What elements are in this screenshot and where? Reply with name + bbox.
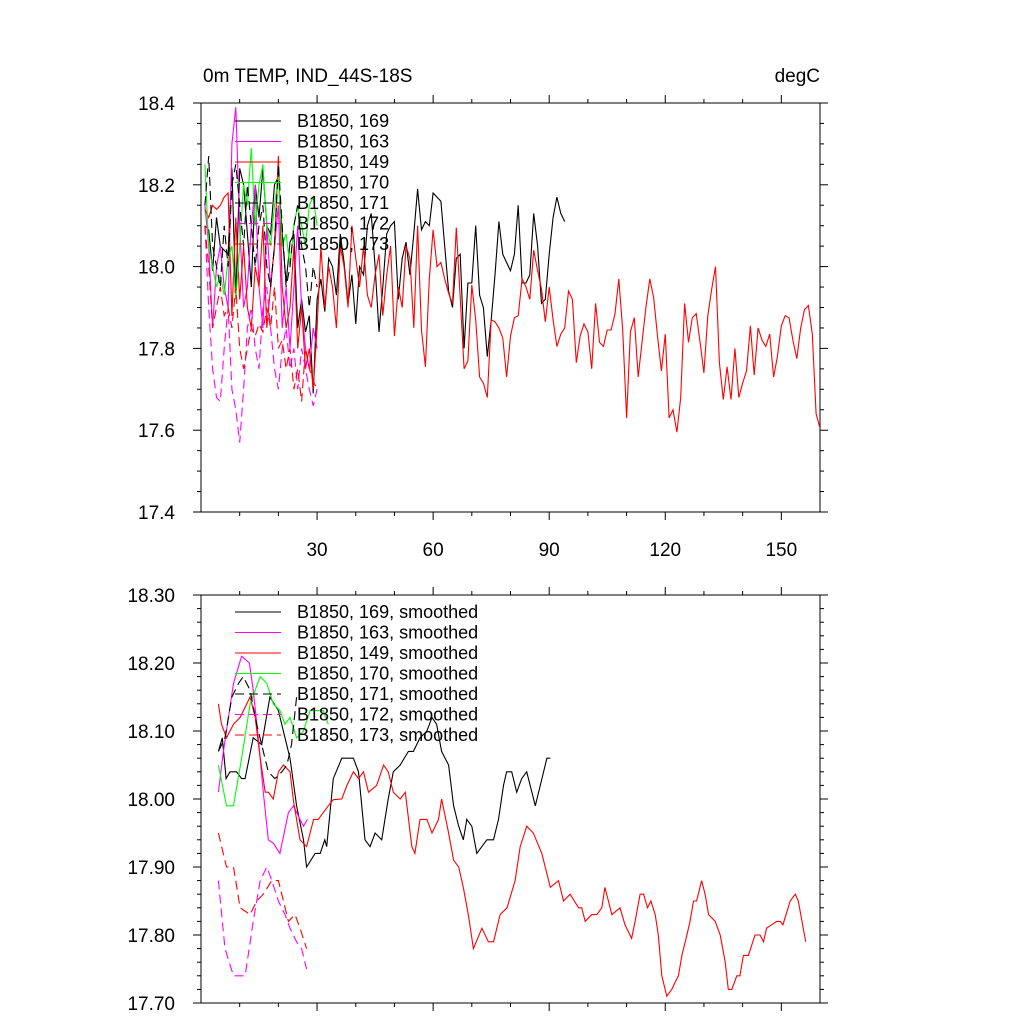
legend-label: B1850, 171, smoothed bbox=[297, 684, 478, 704]
y-tick-label: 18.0 bbox=[138, 258, 175, 279]
y-tick-label: 17.80 bbox=[127, 926, 175, 947]
y-tick-label: 18.30 bbox=[127, 586, 175, 607]
legend-label: B1850, 172, smoothed bbox=[297, 705, 478, 725]
units-label: degC bbox=[775, 66, 820, 87]
y-tick-label: 18.00 bbox=[127, 790, 175, 811]
series-line bbox=[217, 655, 308, 855]
legend-label: B1850, 170, smoothed bbox=[297, 664, 478, 684]
x-tick-label: 120 bbox=[649, 540, 681, 561]
legend-label: B1850, 171 bbox=[297, 193, 389, 213]
legend-label: B1850, 169 bbox=[297, 111, 389, 131]
x-tick-label: 30 bbox=[306, 540, 327, 561]
legend-label: B1850, 169, smoothed bbox=[297, 602, 478, 622]
y-tick-label: 18.4 bbox=[138, 94, 175, 115]
series-line bbox=[217, 675, 298, 780]
y-tick-label: 17.6 bbox=[138, 421, 175, 442]
raw-plot: 30 60 90 120 150 17.4 17.6 17.8 18.0 18.2 18.4 B185… bbox=[138, 94, 828, 561]
y-tick-label: 17.8 bbox=[138, 339, 175, 360]
plot-frame bbox=[200, 102, 821, 513]
series-line bbox=[204, 156, 318, 308]
y-tick-label: 17.90 bbox=[127, 858, 175, 879]
plot-frame bbox=[200, 594, 821, 1004]
y-tick-label: 18.10 bbox=[127, 722, 175, 743]
series-line bbox=[204, 147, 318, 300]
chart-title: 0m TEMP, IND_44S-18S bbox=[203, 66, 412, 87]
x-tick-label: 150 bbox=[765, 540, 797, 561]
legend-label: B1850, 173, smoothed bbox=[297, 725, 478, 745]
series-line bbox=[204, 225, 318, 443]
x-tick-label: 90 bbox=[539, 540, 560, 561]
legend-label: B1850, 149, smoothed bbox=[297, 643, 478, 663]
series-line bbox=[217, 695, 807, 998]
series-line bbox=[204, 107, 318, 369]
y-tick-label: 17.4 bbox=[138, 503, 175, 524]
smoothed-plot: 17.70 17.80 17.90 18.00 18.10 18.20 18.30 B1850… bbox=[127, 586, 828, 1015]
y-tick-label: 18.20 bbox=[127, 654, 175, 675]
legend-label: B1850, 172 bbox=[297, 214, 389, 234]
y-tick-label: 17.70 bbox=[127, 994, 175, 1015]
legend-label: B1850, 173 bbox=[297, 234, 389, 254]
series-line bbox=[217, 865, 308, 977]
legend-label: B1850, 170 bbox=[297, 173, 389, 193]
legend-label: B1850, 163, smoothed bbox=[297, 623, 478, 643]
y-tick-label: 18.2 bbox=[138, 176, 175, 197]
x-tick-label: 60 bbox=[423, 540, 444, 561]
series-line bbox=[217, 832, 308, 949]
legend-label: B1850, 163 bbox=[297, 132, 389, 152]
series-line bbox=[204, 225, 318, 402]
series-line bbox=[217, 675, 329, 807]
legend-label: B1850, 149 bbox=[297, 152, 389, 172]
